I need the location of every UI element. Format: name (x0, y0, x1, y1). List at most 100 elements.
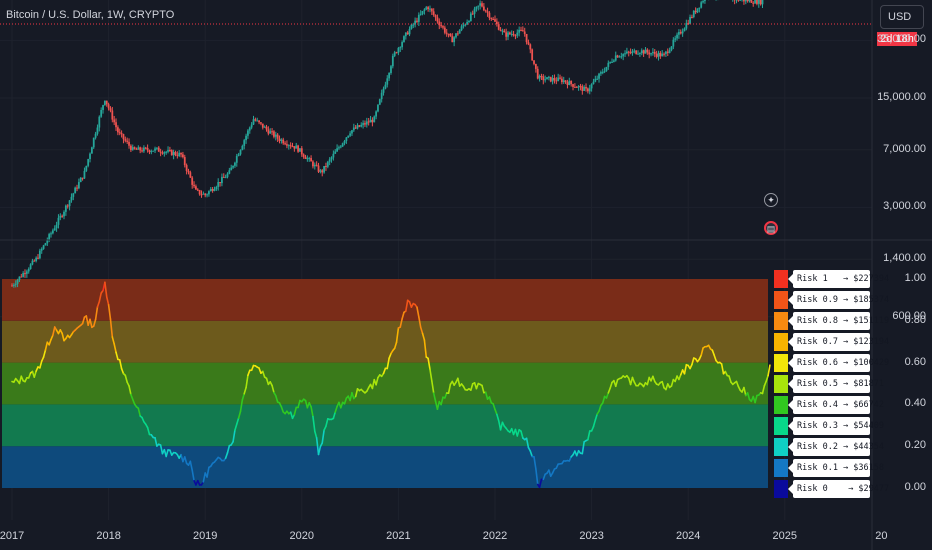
candle-body (601, 72, 604, 74)
candle-body (427, 7, 430, 10)
candle-body (536, 68, 539, 79)
candle-body (286, 144, 288, 146)
candle-body (274, 134, 277, 137)
candle-body (280, 139, 283, 141)
risk-line-segment (39, 360, 43, 369)
candle-body (345, 137, 348, 142)
candle-body (48, 234, 51, 241)
candle-body (594, 78, 597, 82)
risk-line-segment (711, 349, 716, 356)
candle-body (436, 17, 439, 22)
candle-body (247, 130, 249, 136)
risk-line-segment (317, 445, 322, 456)
candle-body (356, 125, 359, 129)
risk-line-segment (652, 375, 656, 383)
candle-body (107, 104, 110, 109)
candle-body (180, 152, 182, 155)
candle-body (546, 77, 548, 80)
candle-body (559, 77, 561, 79)
candle-body (746, 0, 749, 2)
candle-body (477, 5, 480, 7)
time-axis-label: 2023 (579, 530, 604, 542)
candle-body (118, 132, 121, 134)
candle-body (226, 173, 229, 178)
candle-body (614, 55, 617, 61)
risk-line-segment (202, 472, 206, 483)
risk-line-segment (581, 441, 585, 455)
candle-body (122, 134, 125, 140)
candle-body (189, 172, 192, 178)
flag-circle-icon[interactable]: ✦ (764, 193, 778, 207)
candle-body (625, 51, 628, 54)
candle-body (410, 24, 413, 29)
candle-body (111, 110, 114, 120)
candle-body (312, 161, 314, 167)
candle-body (269, 131, 272, 134)
risk-axis-label: 1.00 (904, 272, 926, 284)
candle-body (211, 188, 214, 191)
candle-body (284, 143, 286, 145)
risk-line-segment (457, 377, 461, 387)
candle-body (352, 127, 355, 131)
candle-body (508, 32, 511, 35)
risk-line-segment (440, 396, 444, 406)
candle-body (592, 81, 595, 85)
candle-body (670, 46, 673, 51)
candle-body (665, 51, 667, 54)
candle-body (22, 273, 25, 277)
candle-body (245, 135, 247, 141)
candle-body (135, 148, 138, 150)
candle-body (72, 193, 75, 197)
candle-body (315, 164, 318, 166)
candle-body (120, 132, 123, 135)
candle-body (702, 1, 704, 3)
risk-line-segment (165, 449, 169, 458)
candle-body (516, 32, 519, 36)
risk-line-segment (124, 374, 128, 384)
time-axis-label: 20 (875, 530, 888, 542)
currency-button[interactable]: USD (880, 5, 924, 29)
us-flag-event-icon[interactable]: ▤ (764, 221, 778, 235)
candle-body (523, 31, 526, 34)
candle-body (642, 50, 645, 54)
candle-body (618, 56, 621, 58)
risk-line-segment (700, 347, 704, 356)
candle-body (482, 6, 485, 11)
risk-line-segment (241, 392, 246, 401)
candle-body (531, 49, 534, 61)
candle-body (401, 42, 404, 48)
candle-body (341, 143, 344, 147)
candle-body (25, 271, 28, 274)
candle-body (33, 260, 36, 262)
risk-axis-label: 0.40 (904, 397, 926, 410)
candle-body (37, 257, 39, 259)
candle-body (243, 140, 246, 146)
time-axis-label: 2021 (386, 530, 411, 542)
candle-body (116, 127, 119, 133)
candle-body (685, 23, 688, 29)
candle-body (562, 80, 565, 83)
candle-body (458, 30, 461, 34)
candle-body (698, 7, 701, 9)
risk-line-segment (393, 341, 398, 350)
risk-level-tooltip: Risk 1 → $227394 (788, 270, 889, 288)
candle-body (217, 182, 220, 187)
candle-body (555, 80, 558, 82)
risk-line-segment (105, 296, 110, 306)
price-axis-label: 1,400.00 (883, 252, 926, 265)
risk-line-segment (159, 444, 164, 455)
candle-body (514, 35, 517, 37)
risk-line-segment (293, 406, 298, 416)
candle-body (620, 56, 623, 58)
candle-body (757, 0, 760, 4)
candle-body (339, 146, 342, 148)
candle-body (94, 133, 97, 138)
candle-body (265, 126, 268, 130)
candle-body (442, 26, 444, 28)
candle-body (330, 157, 333, 160)
candle-body (81, 177, 84, 179)
candle-body (154, 148, 156, 151)
risk-line-segment (631, 376, 636, 383)
candle-body (479, 3, 482, 6)
